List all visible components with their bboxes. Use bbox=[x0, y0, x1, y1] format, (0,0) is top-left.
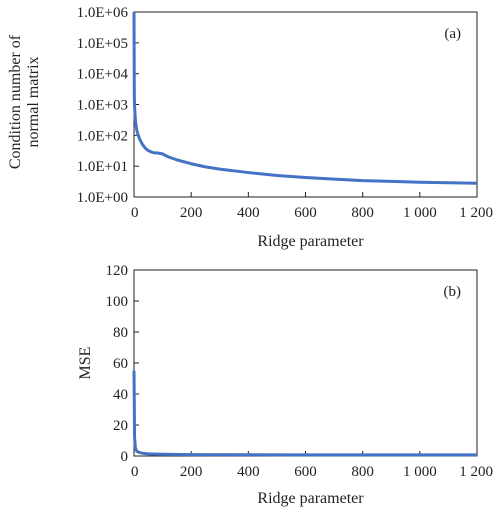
chart-panel-a: 1.0E+00 1.0E+01 1.0E+02 1.0E+03 1.0E+04 1.0E+… bbox=[7, 5, 493, 250]
y-axis-label: Condition number of bbox=[7, 34, 24, 169]
x-tick-label: 800 bbox=[351, 464, 374, 480]
y-tick-label: 1.0E+00 bbox=[77, 190, 128, 206]
x-tick-label: 1 200 bbox=[459, 205, 493, 221]
x-tick-label: 600 bbox=[294, 205, 317, 221]
x-tick-label: 1 200 bbox=[459, 464, 493, 480]
y-tick-label: 80 bbox=[113, 325, 128, 341]
x-tick-label: 600 bbox=[294, 464, 317, 480]
y-axis-label: normal matrix bbox=[25, 56, 42, 147]
series-line bbox=[132, 370, 477, 457]
x-tick-label: 1 000 bbox=[403, 205, 437, 221]
x-tick-label: 400 bbox=[237, 205, 260, 221]
y-tick-label: 1.0E+02 bbox=[77, 128, 128, 144]
y-tick-label: 1.0E+04 bbox=[77, 67, 129, 83]
y-tick-label: 0 bbox=[121, 449, 129, 465]
x-tick-label: 400 bbox=[237, 464, 260, 480]
y-tick-label: 100 bbox=[106, 294, 129, 310]
y-tick-label: 1.0E+01 bbox=[77, 159, 128, 175]
panel-label: (a) bbox=[444, 26, 461, 42]
panel-label: (b) bbox=[444, 284, 462, 300]
y-tick-label: 1.0E+05 bbox=[77, 36, 128, 52]
y-tick-label: 120 bbox=[106, 263, 129, 279]
series-line bbox=[132, 11, 478, 185]
x-tick-label: 200 bbox=[180, 205, 203, 221]
x-axis-label: Ridge parameter bbox=[257, 233, 364, 250]
y-axis-label: MSE bbox=[77, 347, 94, 380]
x-tick-label: 200 bbox=[180, 464, 203, 480]
y-tick-label: 1.0E+06 bbox=[77, 5, 129, 21]
y-tick-label: 1.0E+03 bbox=[77, 98, 128, 114]
plot-frame bbox=[133, 11, 478, 198]
x-tick-label: 800 bbox=[351, 205, 374, 221]
x-tick-label: 0 bbox=[131, 464, 139, 480]
x-tick-label: 0 bbox=[131, 205, 139, 221]
x-axis-label: Ridge parameter bbox=[257, 490, 364, 507]
plot-frame bbox=[133, 269, 478, 457]
y-tick-label: 20 bbox=[113, 418, 128, 434]
y-tick-label: 60 bbox=[113, 356, 128, 372]
chart-panel-b: 0 20 40 60 80 100 120 0 200 400 600 800 1 000 1 200 Ri… bbox=[77, 263, 493, 507]
y-tick-label: 40 bbox=[113, 387, 128, 403]
x-tick-label: 1 000 bbox=[403, 464, 437, 480]
